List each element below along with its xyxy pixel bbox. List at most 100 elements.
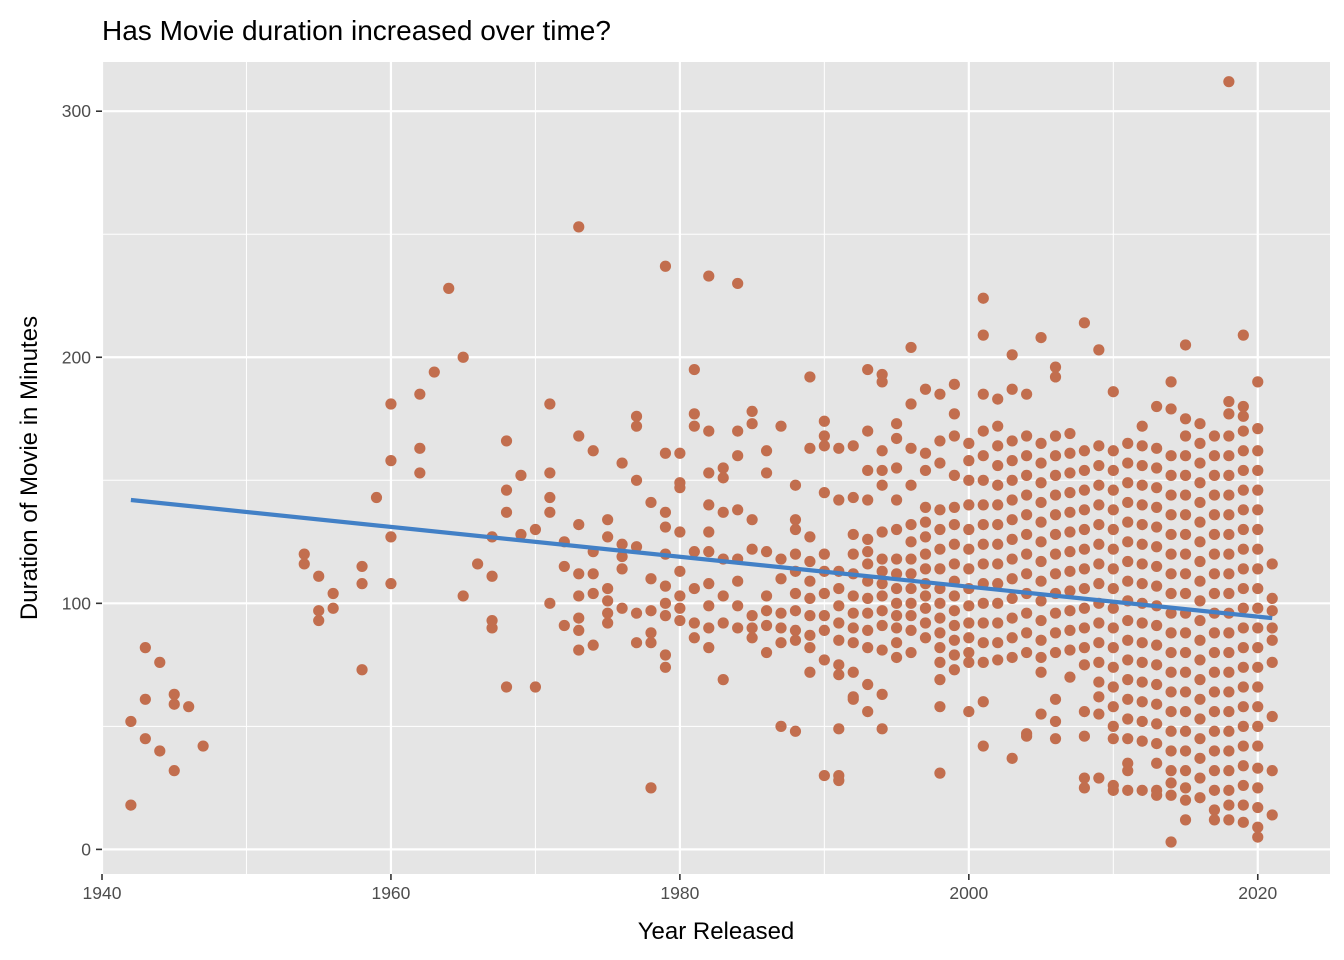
data-point bbox=[1223, 784, 1235, 796]
data-point bbox=[1006, 349, 1018, 361]
data-point bbox=[876, 526, 888, 538]
data-point bbox=[1151, 541, 1163, 553]
data-point bbox=[139, 642, 151, 654]
data-point bbox=[862, 607, 874, 619]
data-point bbox=[876, 605, 888, 617]
data-point bbox=[356, 560, 368, 573]
data-point bbox=[890, 553, 903, 565]
data-point bbox=[1049, 627, 1062, 639]
data-point bbox=[674, 590, 686, 602]
data-point bbox=[1021, 730, 1033, 742]
data-point bbox=[703, 600, 715, 612]
data-point bbox=[472, 558, 484, 570]
data-point bbox=[905, 568, 917, 580]
data-point bbox=[963, 523, 975, 536]
data-point bbox=[963, 600, 975, 612]
data-point bbox=[529, 681, 542, 693]
data-point bbox=[1021, 548, 1033, 560]
data-point bbox=[789, 605, 802, 617]
data-point bbox=[1049, 528, 1062, 541]
x-tick-label: 1980 bbox=[660, 883, 699, 903]
data-point bbox=[1165, 777, 1177, 789]
data-point bbox=[977, 597, 989, 609]
data-point bbox=[1122, 536, 1134, 548]
data-point bbox=[905, 553, 917, 565]
data-point bbox=[760, 605, 773, 617]
data-point bbox=[1049, 715, 1062, 728]
data-point bbox=[1021, 450, 1033, 462]
data-point bbox=[1151, 482, 1163, 494]
data-point bbox=[544, 597, 556, 609]
data-point bbox=[1223, 745, 1235, 757]
data-point bbox=[630, 607, 643, 619]
data-point bbox=[1165, 725, 1177, 737]
data-point bbox=[919, 501, 932, 513]
y-tick-label: 0 bbox=[81, 839, 91, 859]
data-point bbox=[1237, 816, 1249, 828]
data-point bbox=[905, 479, 917, 491]
data-point bbox=[862, 464, 874, 477]
data-point bbox=[414, 442, 426, 454]
data-point bbox=[833, 494, 845, 506]
data-point bbox=[1021, 607, 1033, 619]
data-point bbox=[717, 506, 729, 518]
data-point bbox=[992, 479, 1004, 491]
data-point bbox=[992, 499, 1004, 511]
data-point bbox=[818, 415, 830, 427]
data-point bbox=[1021, 646, 1033, 659]
data-point bbox=[1035, 651, 1047, 664]
data-point bbox=[948, 538, 960, 550]
data-point bbox=[1208, 548, 1221, 560]
data-point bbox=[963, 474, 975, 486]
data-point bbox=[1107, 464, 1119, 477]
data-point bbox=[1151, 757, 1163, 769]
data-point bbox=[1021, 627, 1033, 639]
data-point bbox=[1107, 484, 1119, 496]
data-point bbox=[1049, 568, 1062, 580]
data-point bbox=[948, 469, 960, 481]
data-point bbox=[1122, 674, 1134, 686]
data-point bbox=[1035, 437, 1047, 449]
data-point bbox=[1179, 765, 1192, 777]
data-point bbox=[1237, 661, 1249, 673]
data-point bbox=[948, 430, 960, 442]
data-point bbox=[674, 526, 686, 538]
data-point bbox=[168, 765, 180, 777]
data-point bbox=[977, 538, 989, 550]
data-point bbox=[992, 558, 1004, 570]
data-point bbox=[1035, 595, 1047, 607]
data-point bbox=[414, 467, 426, 479]
y-tick-label: 100 bbox=[62, 593, 91, 613]
data-point bbox=[992, 578, 1004, 590]
data-point bbox=[746, 610, 758, 622]
data-point bbox=[833, 617, 845, 629]
data-point bbox=[1122, 575, 1134, 587]
data-point bbox=[1237, 622, 1249, 634]
data-point bbox=[1194, 792, 1206, 804]
data-point bbox=[833, 669, 845, 681]
data-point bbox=[1223, 509, 1235, 521]
data-point bbox=[1179, 627, 1192, 639]
data-point bbox=[587, 587, 599, 600]
data-point bbox=[1179, 666, 1192, 678]
data-point bbox=[977, 740, 989, 752]
data-point bbox=[1252, 423, 1264, 435]
data-point bbox=[876, 578, 888, 590]
data-point bbox=[876, 590, 888, 602]
data-point bbox=[1122, 634, 1134, 646]
data-point bbox=[659, 521, 672, 533]
data-point bbox=[1151, 462, 1163, 474]
data-point bbox=[1006, 533, 1018, 545]
data-point bbox=[1122, 516, 1134, 528]
data-point bbox=[659, 649, 672, 661]
data-point bbox=[1021, 509, 1033, 521]
data-point bbox=[1006, 651, 1018, 664]
data-point bbox=[1122, 496, 1134, 509]
data-point bbox=[1151, 560, 1163, 573]
data-point bbox=[1194, 477, 1206, 489]
data-point bbox=[1049, 371, 1062, 383]
data-point bbox=[746, 622, 758, 634]
data-point bbox=[934, 388, 946, 400]
data-point bbox=[992, 518, 1004, 531]
data-point bbox=[1107, 563, 1119, 575]
